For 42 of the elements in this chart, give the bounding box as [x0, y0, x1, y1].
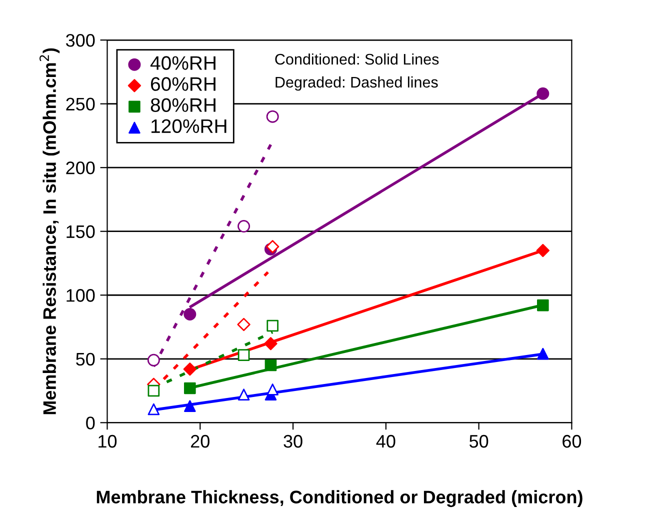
point: [266, 110, 279, 123]
point: [266, 320, 278, 332]
legend-label: 60%RH: [151, 77, 216, 91]
y-tick-label: 100: [66, 289, 95, 302]
point: [184, 308, 196, 320]
x-tick-label: 30: [284, 434, 302, 448]
y-tick-label: 0: [86, 416, 95, 430]
point: [266, 240, 280, 254]
point: [537, 348, 549, 360]
point: [537, 299, 549, 312]
x-tick-label: 10: [98, 434, 117, 448]
y-tick-label: 300: [66, 34, 95, 47]
point: [237, 318, 250, 332]
point: [266, 384, 278, 396]
y-tick-label: 200: [66, 162, 95, 174]
annotation: Conditioned: Solid Lines: [275, 53, 439, 65]
x-axis-title: Membrane Thickness, Conditioned or Degraded (micron): [96, 490, 582, 508]
point: [238, 349, 250, 361]
point: [238, 220, 250, 232]
point: [536, 244, 550, 258]
x-tick-label: 50: [469, 434, 488, 448]
legend-label: 120%RH: [151, 119, 226, 134]
legend-label: 40%RH: [150, 56, 216, 70]
x-tick-label: 60: [562, 434, 582, 448]
x-tick-label: 20: [191, 434, 210, 448]
point: [264, 336, 278, 350]
annotation: Degraded: Dashed lines: [276, 76, 438, 91]
point: [536, 87, 550, 100]
point: [238, 388, 250, 400]
x-tick-label: 40: [376, 434, 396, 448]
legend-label: 80%RH: [150, 98, 216, 112]
point: [148, 384, 160, 397]
y-axis-title: Membrane Resistance, In situ (mOhm.cm$^{2}$): [40, 48, 60, 414]
point: [183, 362, 196, 376]
point: [184, 382, 196, 394]
y-tick-label: 50: [76, 352, 95, 366]
point: [147, 354, 160, 366]
y-tick-label: 150: [66, 225, 95, 238]
y-tick-label: 250: [66, 98, 95, 111]
point: [148, 403, 160, 416]
point: [184, 400, 196, 412]
point: [264, 359, 277, 372]
